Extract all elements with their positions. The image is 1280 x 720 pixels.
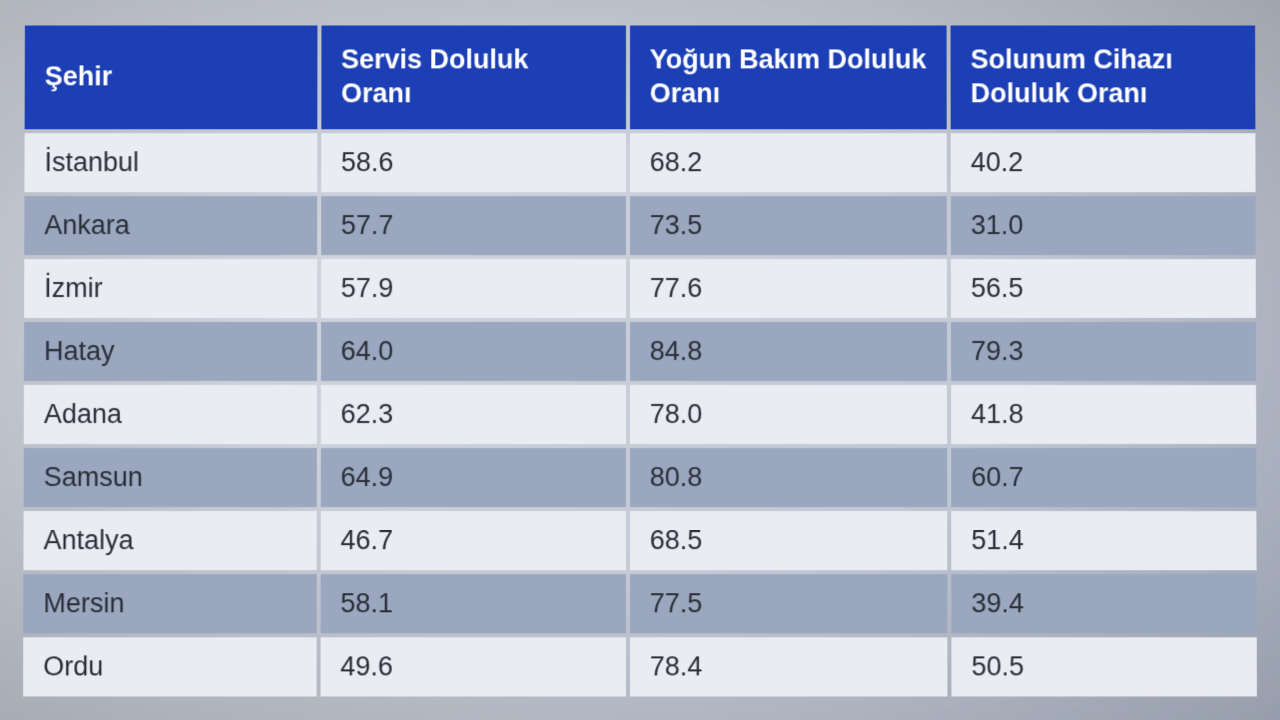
cell-servis: 49.6	[320, 637, 625, 696]
col-header-city: Şehir	[25, 25, 318, 128]
cell-solunum: 41.8	[951, 384, 1256, 443]
cell-servis: 64.9	[321, 447, 626, 506]
cell-city: Mersin	[23, 573, 316, 632]
cell-city: Adana	[24, 384, 317, 443]
table-header: Şehir Servis Doluluk Oranı Yoğun Bakım D…	[25, 25, 1256, 128]
cell-city: Ankara	[24, 195, 317, 254]
table-row: Antalya46.768.551.4	[23, 510, 1256, 569]
cell-servis: 58.6	[321, 132, 626, 191]
cell-servis: 64.0	[321, 321, 626, 380]
table-header-row: Şehir Servis Doluluk Oranı Yoğun Bakım D…	[25, 25, 1256, 128]
table-row: Mersin58.177.539.4	[23, 573, 1256, 632]
table-row: İstanbul58.668.240.2	[24, 132, 1255, 191]
cell-solunum: 51.4	[951, 510, 1256, 569]
cell-solunum: 60.7	[951, 447, 1256, 506]
table-row: Ordu49.678.450.5	[23, 637, 1257, 696]
cell-servis: 46.7	[321, 510, 626, 569]
cell-solunum: 40.2	[951, 132, 1256, 191]
cell-yogun: 78.4	[630, 637, 948, 696]
cell-solunum: 50.5	[951, 637, 1257, 696]
cell-city: Hatay	[24, 321, 317, 380]
cell-solunum: 31.0	[951, 195, 1256, 254]
table-row: İzmir57.977.656.5	[24, 258, 1256, 317]
cell-servis: 57.9	[321, 258, 626, 317]
table-row: Ankara57.773.531.0	[24, 195, 1255, 254]
col-header-servis: Servis Doluluk Oranı	[321, 25, 626, 128]
cell-city: İzmir	[24, 258, 317, 317]
col-header-yogun: Yoğun Bakım Doluluk Oranı	[630, 25, 947, 128]
cell-solunum: 39.4	[951, 573, 1256, 632]
col-header-solunum: Solunum Cihazı Doluluk Oranı	[951, 25, 1256, 128]
table-body: İstanbul58.668.240.2Ankara57.773.531.0İz…	[23, 132, 1257, 695]
occupancy-table-container: Şehir Servis Doluluk Oranı Yoğun Bakım D…	[19, 21, 1261, 699]
cell-yogun: 73.5	[630, 195, 947, 254]
cell-servis: 62.3	[321, 384, 626, 443]
cell-city: Samsun	[24, 447, 317, 506]
cell-city: Ordu	[23, 637, 316, 696]
cell-solunum: 79.3	[951, 321, 1256, 380]
cell-solunum: 56.5	[951, 258, 1256, 317]
cell-servis: 57.7	[321, 195, 626, 254]
table-row: Adana62.378.041.8	[24, 384, 1256, 443]
cell-yogun: 68.2	[630, 132, 947, 191]
cell-yogun: 77.5	[630, 573, 948, 632]
cell-yogun: 77.6	[630, 258, 947, 317]
cell-yogun: 80.8	[630, 447, 947, 506]
cell-city: Antalya	[23, 510, 316, 569]
cell-yogun: 84.8	[630, 321, 947, 380]
cell-city: İstanbul	[24, 132, 317, 191]
cell-yogun: 68.5	[630, 510, 947, 569]
occupancy-table: Şehir Servis Doluluk Oranı Yoğun Bakım D…	[19, 21, 1261, 699]
cell-yogun: 78.0	[630, 384, 947, 443]
table-row: Hatay64.084.879.3	[24, 321, 1256, 380]
cell-servis: 58.1	[320, 573, 625, 632]
table-row: Samsun64.980.860.7	[24, 447, 1257, 506]
